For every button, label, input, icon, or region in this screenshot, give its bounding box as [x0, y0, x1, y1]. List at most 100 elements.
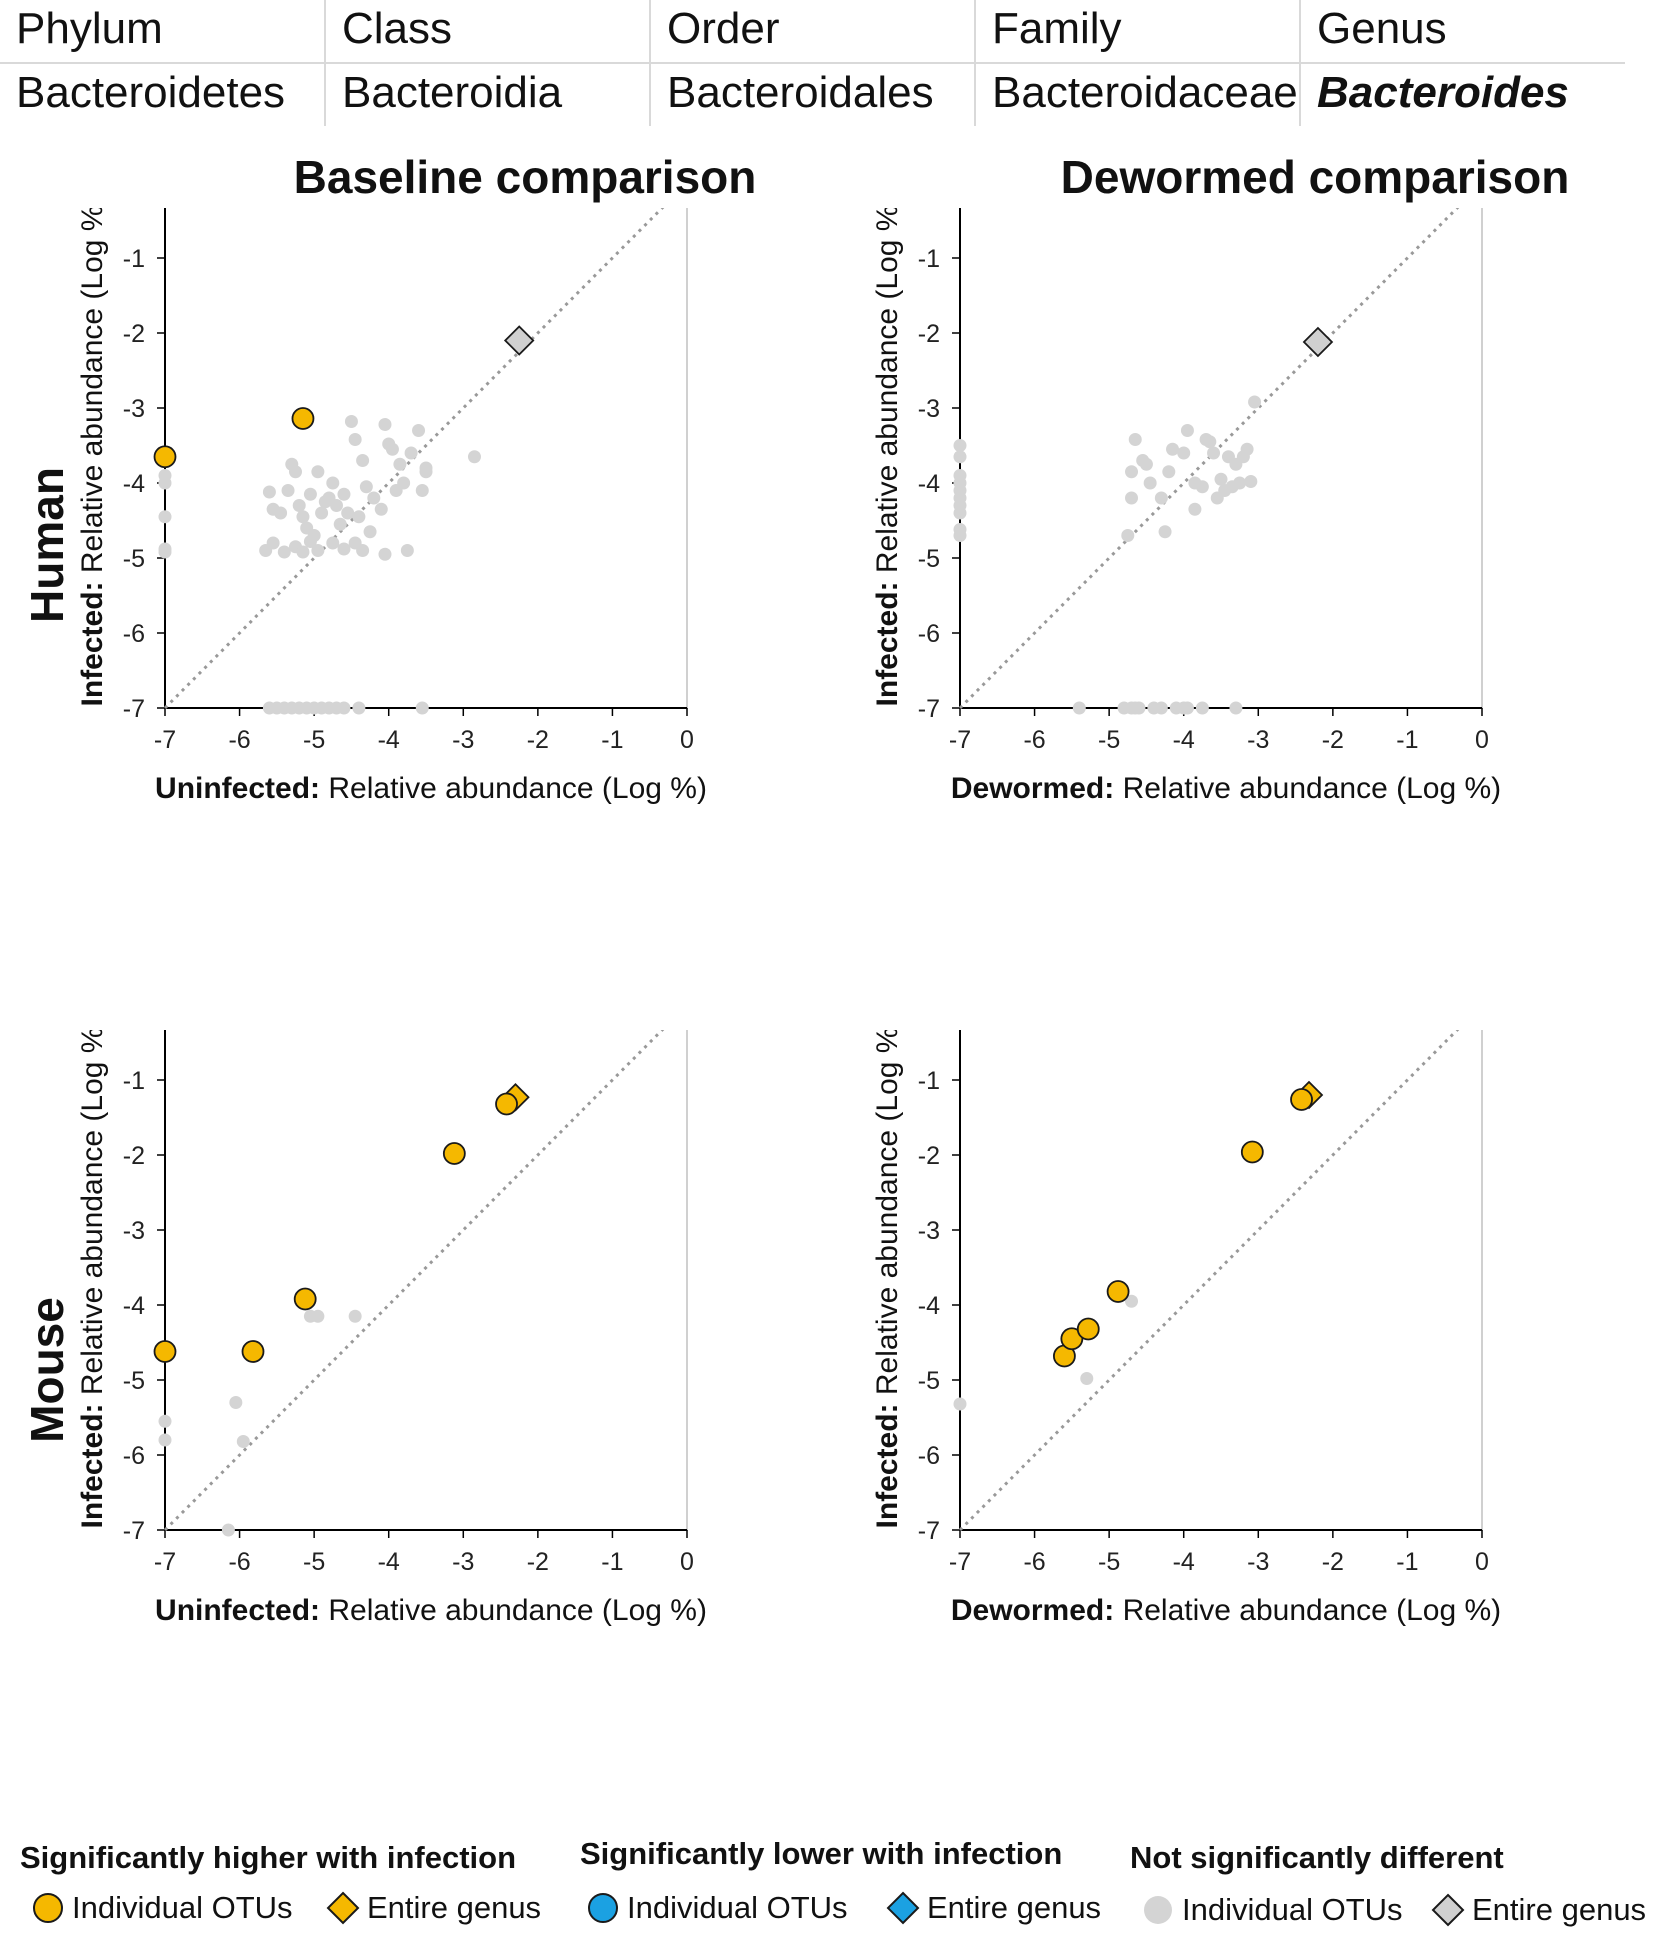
y-tick-label: -6	[918, 620, 940, 648]
legend-label-ns-otus: Individual OTUs	[1182, 1892, 1403, 1927]
ns-otu-point	[311, 1309, 325, 1323]
ns-otu-point	[337, 487, 351, 501]
taxonomy-value-order: Bacteroidales	[650, 63, 976, 126]
plot-frame	[959, 208, 1483, 709]
x-tick-label: -1	[1396, 1548, 1418, 1576]
x-tick-label: -4	[1173, 1548, 1195, 1576]
y-tick-label: -3	[123, 395, 145, 423]
ns-otu-point	[1158, 525, 1172, 539]
higher-otu-point	[1076, 1317, 1100, 1341]
ns-otu-point	[1125, 465, 1139, 479]
legend-heading-lower: Significantly lower with infection	[580, 1836, 1063, 1871]
ns-otu-point	[274, 506, 288, 520]
y-axis-label: Infected: Relative abundance (Log %)	[875, 208, 904, 706]
identity-diagonal-line	[958, 208, 1460, 710]
ns-otu-point	[1132, 701, 1146, 715]
y-tick-label: -5	[123, 545, 145, 573]
scatter-panel-mouse-baseline: -7-6-5-4-3-2-100-1-2-3-4-5-6-7Uninfected…	[80, 1030, 707, 1627]
y-tick-label: -7	[918, 1517, 940, 1545]
ns-otu-point	[378, 418, 392, 431]
ns-otu-point	[229, 1396, 243, 1409]
higher-otu-point	[442, 1142, 466, 1165]
scatter-panel-human-dewormed: -7-6-5-4-3-2-100-1-2-3-4-5-6-7Dewormed: …	[875, 208, 1501, 805]
taxonomy-value-class: Bacteroidia	[325, 63, 651, 126]
ns-otu-point	[1125, 1294, 1139, 1308]
higher-otu-point	[291, 407, 315, 430]
ns-otu-point	[1240, 442, 1254, 456]
x-tick-label: -4	[378, 726, 400, 754]
ns-otu-point	[221, 1523, 235, 1537]
ns-genus-diamond	[503, 325, 535, 356]
ns-otu-point	[326, 476, 340, 490]
x-tick-label: -1	[601, 726, 623, 754]
ns-otu-point	[326, 536, 340, 550]
y-tick-label: -1	[123, 245, 145, 273]
x-tick-label: -1	[601, 1548, 623, 1576]
row-label-human: Human	[21, 467, 73, 623]
legend-item-ns-genus: Entire genus	[1430, 1892, 1646, 1928]
x-tick-label: -5	[303, 1548, 325, 1576]
x-tick-label: -3	[452, 726, 474, 754]
x-tick-label: 0	[1475, 1548, 1489, 1576]
legend-diamond-icon-higher	[326, 1891, 360, 1925]
legend-heading-higher: Significantly higher with infection	[20, 1840, 517, 1875]
legend-diamond-icon-lower	[886, 1891, 920, 1925]
ns-genus-diamond	[1302, 326, 1334, 358]
legend-circle-icon-lower	[588, 1893, 618, 1923]
y-tick-label: -1	[918, 245, 940, 273]
ns-otu-point	[1203, 435, 1217, 449]
y-axis-label: Infected: Relative abundance (Log %)	[80, 1030, 109, 1528]
y-tick-label: -6	[123, 620, 145, 648]
legend-item-ns-otus: Individual OTUs	[1140, 1892, 1403, 1928]
higher-otu-point	[153, 1340, 177, 1363]
ns-otu-point	[412, 424, 426, 437]
y-tick-label: -4	[918, 470, 940, 498]
x-tick-label: -6	[1023, 726, 1045, 754]
ns-otu-point	[303, 535, 317, 548]
ns-otu-point	[1139, 457, 1153, 471]
x-tick-label: -4	[1173, 726, 1195, 754]
ns-otu-point	[356, 454, 370, 467]
legend-item-lower-otus: Individual OTUs	[585, 1890, 848, 1926]
ns-otu-point	[415, 701, 429, 715]
ns-otu-point	[311, 544, 325, 557]
x-axis-label: Uninfected: Relative abundance (Log %)	[155, 1594, 707, 1627]
x-axis-label: Dewormed: Relative abundance (Log %)	[951, 772, 1501, 805]
higher-otu-point	[1290, 1088, 1313, 1111]
ns-otu-point	[953, 529, 967, 542]
ns-otu-point	[356, 544, 370, 557]
x-tick-label: 0	[680, 726, 694, 754]
ns-otu-point	[341, 506, 355, 520]
legend-label-ns-genus: Entire genus	[1472, 1892, 1647, 1927]
ns-otu-point	[1229, 701, 1243, 715]
x-tick-label: -7	[949, 726, 971, 754]
ns-otu-point	[303, 487, 317, 501]
y-tick-label: -5	[123, 1367, 145, 1395]
x-tick-label: -2	[527, 726, 549, 754]
ns-otu-point	[236, 1435, 250, 1448]
x-tick-label: -3	[1247, 1548, 1269, 1576]
taxonomy-header-family: Family	[975, 0, 1301, 64]
y-tick-label: -7	[918, 695, 940, 723]
x-tick-label: -4	[378, 1548, 400, 1576]
ns-otu-point	[1180, 424, 1194, 437]
column-title-baseline: Baseline comparison	[293, 151, 757, 203]
x-tick-label: -7	[949, 1548, 971, 1576]
ns-otu-point	[289, 465, 302, 479]
ns-otu-point	[352, 510, 366, 524]
x-tick-label: 0	[680, 1548, 694, 1576]
ns-otu-point	[348, 1309, 362, 1323]
ns-otu-point	[1207, 446, 1221, 460]
identity-diagonal-line	[163, 208, 665, 710]
ns-otu-point	[1180, 701, 1194, 715]
ns-otu-point	[400, 544, 414, 557]
identity-diagonal-line	[958, 1030, 1460, 1532]
ns-otu-point	[337, 542, 351, 556]
higher-otu-point	[153, 445, 177, 469]
x-tick-label: -5	[1098, 1548, 1120, 1576]
ns-otu-point	[378, 547, 392, 561]
legend-label-lower-otus: Individual OTUs	[627, 1890, 848, 1925]
legend: Significantly higher with infection Sign…	[0, 1836, 1654, 1945]
legend-circle-icon-higher	[33, 1893, 63, 1923]
scatter-panel-human-baseline: -7-6-5-4-3-2-100-1-2-3-4-5-6-7Uninfected…	[80, 208, 707, 805]
